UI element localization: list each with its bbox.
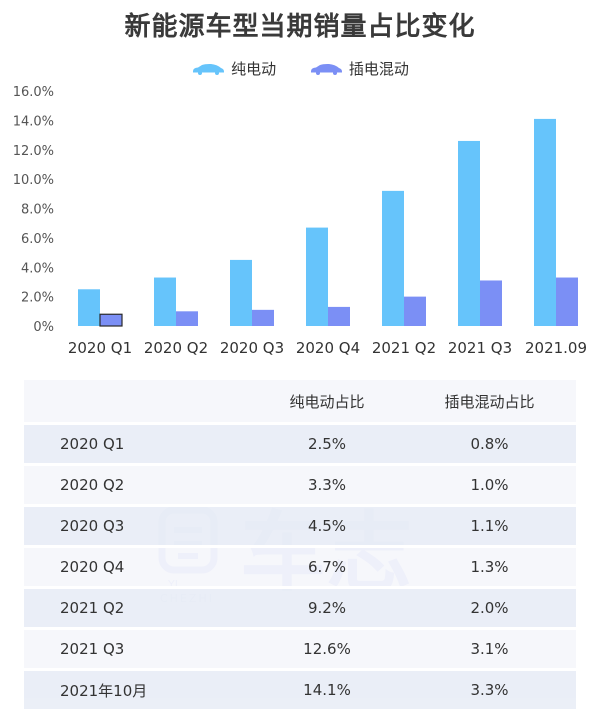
table-cell-period: 2020 Q1	[24, 425, 251, 466]
table-cell-period: 2020 Q4	[24, 548, 251, 589]
x-tick-label: 2020 Q4	[296, 339, 360, 357]
y-tick-label: 14.0%	[13, 114, 54, 129]
car-icon	[193, 63, 225, 75]
table-cell-period: 2020 Q3	[24, 507, 251, 548]
bar-bev	[78, 289, 100, 326]
table-cell-period: 2020 Q2	[24, 466, 251, 507]
table-cell-bev: 2.5%	[251, 425, 403, 466]
bar-bev	[534, 118, 556, 326]
y-tick-label: 16.0%	[13, 85, 54, 100]
y-tick-label: 2.0%	[21, 291, 54, 306]
x-tick-label: 2021 Q3	[448, 339, 512, 357]
table-row: 2021年10月 14.1% 3.3%	[24, 671, 576, 712]
table-row: 2021 Q3 12.6% 3.1%	[24, 630, 576, 671]
table-cell-bev: 9.2%	[251, 589, 403, 630]
table-cell-period: 2021 Q2	[24, 589, 251, 630]
bar-phev	[556, 277, 578, 326]
bar-phev	[176, 311, 198, 326]
car-icon	[310, 63, 342, 75]
table-header-bev: 纯电动占比	[251, 380, 403, 425]
data-table: 纯电动占比 插电混动占比 2020 Q1 2.5% 0.8% 2020 Q2 3…	[24, 380, 576, 712]
bar-phev	[480, 280, 502, 326]
x-tick-label: 2020 Q2	[144, 339, 208, 357]
table-cell-phev: 3.3%	[403, 671, 576, 712]
legend: 纯电动 插电混动	[0, 58, 600, 79]
table-row: 2020 Q3 4.5% 1.1%	[24, 507, 576, 548]
bar-phev	[252, 309, 274, 326]
table-row: 2020 Q2 3.3% 1.0%	[24, 466, 576, 507]
bar-bev	[154, 277, 176, 326]
legend-item-phev: 插电混动	[309, 58, 409, 79]
table-cell-phev: 0.8%	[403, 425, 576, 466]
y-tick-label: 12.0%	[13, 144, 54, 159]
table-cell-period: 2021年10月	[24, 671, 251, 712]
table-row: 2021 Q2 9.2% 2.0%	[24, 589, 576, 630]
bar-bev	[458, 140, 480, 326]
table-cell-period: 2021 Q3	[24, 630, 251, 671]
table-header-phev: 插电混动占比	[403, 380, 576, 425]
legend-item-bev: 纯电动	[191, 58, 276, 79]
table-cell-bev: 4.5%	[251, 507, 403, 548]
table-row: 2020 Q1 2.5% 0.8%	[24, 425, 576, 466]
table-cell-bev: 14.1%	[251, 671, 403, 712]
bar-bev	[306, 227, 328, 326]
y-tick-label: 0%	[33, 320, 54, 335]
x-tick-label: 2020 Q1	[68, 339, 132, 357]
y-tick-label: 10.0%	[13, 173, 54, 188]
y-tick-label: 8.0%	[21, 203, 54, 218]
table-cell-phev: 3.1%	[403, 630, 576, 671]
table-cell-phev: 1.1%	[403, 507, 576, 548]
bar-phev	[404, 296, 426, 326]
legend-label-phev: 插电混动	[348, 60, 409, 78]
bar-bev	[230, 259, 252, 326]
table-cell-phev: 2.0%	[403, 589, 576, 630]
table-cell-bev: 6.7%	[251, 548, 403, 589]
table-cell-bev: 12.6%	[251, 630, 403, 671]
bar-phev	[328, 306, 350, 326]
table-header-row: 纯电动占比 插电混动占比	[24, 380, 576, 425]
x-tick-label: 2020 Q3	[220, 339, 284, 357]
x-tick-label: 2021 Q2	[372, 339, 436, 357]
table-row: 2020 Q4 6.7% 1.3%	[24, 548, 576, 589]
x-tick-label: 2021.09	[525, 339, 587, 357]
table-cell-phev: 1.0%	[403, 466, 576, 507]
bar-chart: 0% 2.0% 4.0% 6.0% 8.0% 10.0% 12.0% 14.0% 16.0% 20…	[13, 85, 587, 357]
y-tick-label: 4.0%	[21, 261, 54, 276]
table-cell-bev: 3.3%	[251, 466, 403, 507]
table-cell-phev: 1.3%	[403, 548, 576, 589]
table-header-blank	[24, 380, 251, 425]
chart-title: 新能源车型当期销量占比变化	[124, 12, 476, 42]
y-tick-label: 6.0%	[21, 232, 54, 247]
bar-bev	[382, 190, 404, 326]
bar-phev	[99, 313, 123, 327]
legend-label-bev: 纯电动	[231, 60, 277, 78]
